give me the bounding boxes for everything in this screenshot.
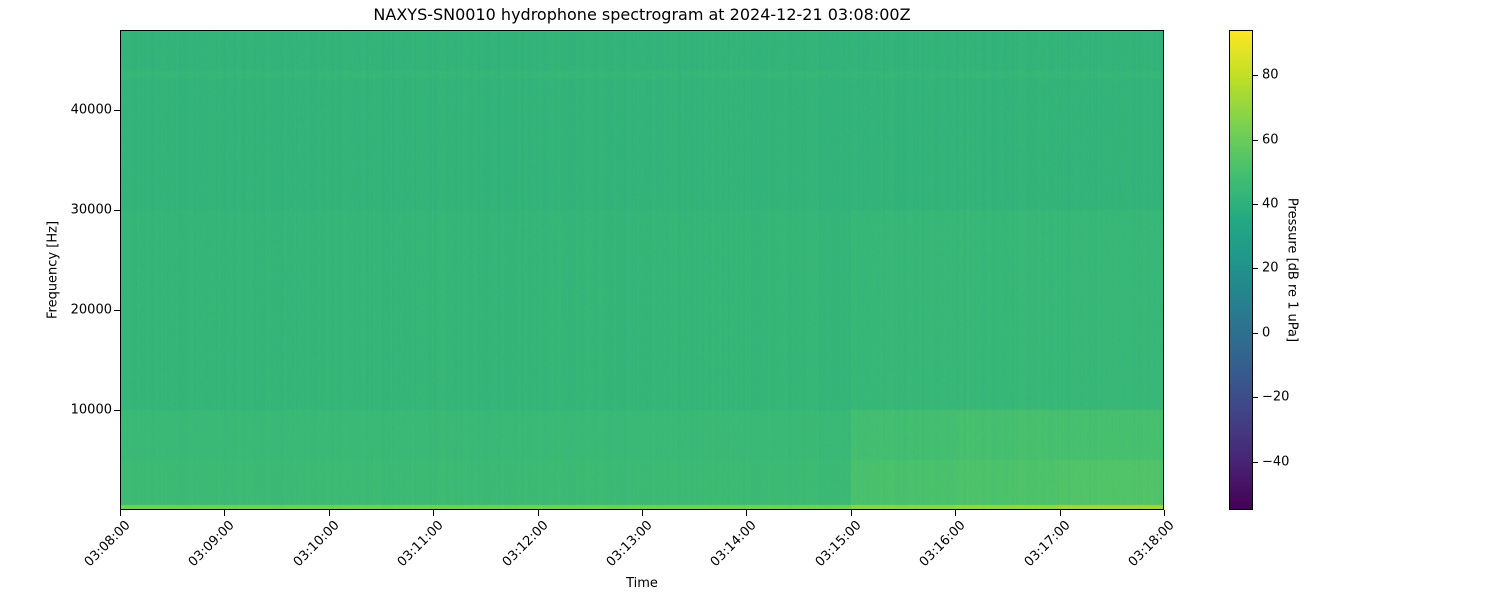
x-tick bbox=[746, 510, 748, 516]
x-tick-label: 03:10:00 bbox=[290, 518, 343, 570]
colorbar-label: Pressure [dB re 1 uPa] bbox=[1284, 197, 1300, 343]
colorbar-tick-label: 60 bbox=[1262, 132, 1279, 148]
colorbar-tick-label: 40 bbox=[1262, 196, 1279, 212]
x-tick-label: 03:13:00 bbox=[603, 518, 656, 570]
y-tick-label: 20000 bbox=[70, 302, 112, 318]
y-tick-label: 30000 bbox=[70, 202, 112, 218]
x-tick-label: 03:12:00 bbox=[499, 518, 552, 570]
y-tick-label: 10000 bbox=[70, 402, 112, 418]
y-tick bbox=[114, 410, 120, 411]
chart-title: NAXYS-SN0010 hydrophone spectrogram at 2… bbox=[373, 5, 911, 24]
x-tick bbox=[1059, 510, 1061, 516]
x-tick-label: 03:14:00 bbox=[708, 518, 760, 570]
colorbar-tick-label: 0 bbox=[1262, 325, 1271, 341]
x-tick-label: 03:08:00 bbox=[81, 518, 134, 570]
x-tick-label: 03:09:00 bbox=[186, 518, 238, 570]
y-tick bbox=[114, 110, 120, 111]
colorbar-tick bbox=[1253, 397, 1258, 399]
colorbar-tick bbox=[1253, 139, 1258, 141]
spectrogram-heatmap bbox=[120, 30, 1164, 510]
colorbar-tick bbox=[1253, 268, 1258, 270]
x-tick bbox=[328, 510, 330, 516]
y-tick-label: 40000 bbox=[70, 102, 112, 118]
x-tick-label: 03:16:00 bbox=[916, 518, 969, 570]
x-tick-label: 03:17:00 bbox=[1021, 518, 1074, 570]
colorbar-tick bbox=[1253, 75, 1258, 77]
x-tick bbox=[120, 510, 121, 516]
x-tick bbox=[642, 510, 643, 516]
x-tick bbox=[1164, 510, 1165, 516]
x-tick bbox=[955, 510, 957, 516]
x-tick-label: 03:11:00 bbox=[394, 518, 447, 570]
colorbar-tick-label: 80 bbox=[1262, 67, 1279, 83]
x-tick-label: 03:18:00 bbox=[1125, 518, 1178, 570]
y-tick bbox=[114, 310, 120, 311]
colorbar-tick bbox=[1253, 332, 1258, 334]
y-axis-label: Frequency [Hz] bbox=[45, 220, 61, 320]
x-axis-label: Time bbox=[626, 576, 658, 591]
x-tick bbox=[850, 510, 852, 516]
colorbar bbox=[1229, 30, 1253, 510]
colorbar-tick bbox=[1253, 461, 1258, 463]
x-tick bbox=[537, 510, 539, 516]
colorbar-tick-label: −20 bbox=[1262, 389, 1290, 405]
colorbar-tick-label: −40 bbox=[1262, 454, 1290, 470]
x-tick bbox=[433, 510, 435, 516]
colorbar-frame bbox=[1229, 30, 1253, 510]
y-tick bbox=[114, 210, 120, 211]
colorbar-tick-label: 20 bbox=[1262, 260, 1279, 276]
colorbar-tick bbox=[1253, 203, 1258, 205]
x-tick-label: 03:15:00 bbox=[812, 518, 865, 570]
x-tick bbox=[224, 510, 226, 516]
